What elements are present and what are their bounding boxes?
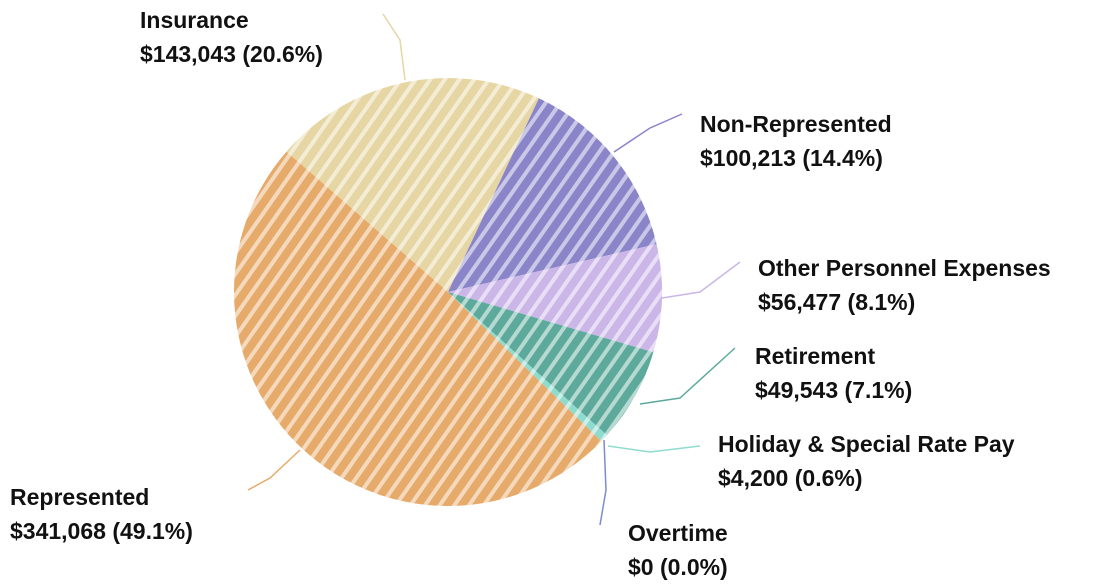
leader-line xyxy=(613,113,683,153)
slice-value-label: $100,213 (14.4%) xyxy=(700,145,883,171)
leader-line xyxy=(599,439,607,526)
slice-label: Other Personnel Expenses xyxy=(758,255,1051,281)
pie-slice xyxy=(234,151,602,506)
slice-value-label: $341,068 (49.1%) xyxy=(10,518,193,544)
slice-label: Non-Represented xyxy=(700,111,892,137)
pie-slice xyxy=(448,244,662,353)
slice-label: Overtime xyxy=(628,520,728,546)
pie-slice xyxy=(448,292,607,442)
leader-line xyxy=(247,449,301,491)
leader-line xyxy=(661,261,741,299)
slice-label: Represented xyxy=(10,484,149,510)
slice-label: Insurance xyxy=(140,7,249,33)
slice-label: Holiday & Special Rate Pay xyxy=(718,431,1015,457)
slice-value-label: $143,043 (20.6%) xyxy=(140,41,323,67)
pie-slice xyxy=(286,78,539,292)
slice-value-label: $49,543 (7.1%) xyxy=(755,377,912,403)
pie-slice xyxy=(448,98,657,292)
slice-value-label: $0 (0.0%) xyxy=(628,554,728,580)
leader-line xyxy=(639,347,736,405)
leader-line xyxy=(607,445,701,453)
slice-value-label: $4,200 (0.6%) xyxy=(718,465,862,491)
slice-label: Retirement xyxy=(755,343,875,369)
slice-value-label: $56,477 (8.1%) xyxy=(758,289,915,315)
leader-line xyxy=(382,13,406,81)
pie-slice xyxy=(448,292,654,436)
